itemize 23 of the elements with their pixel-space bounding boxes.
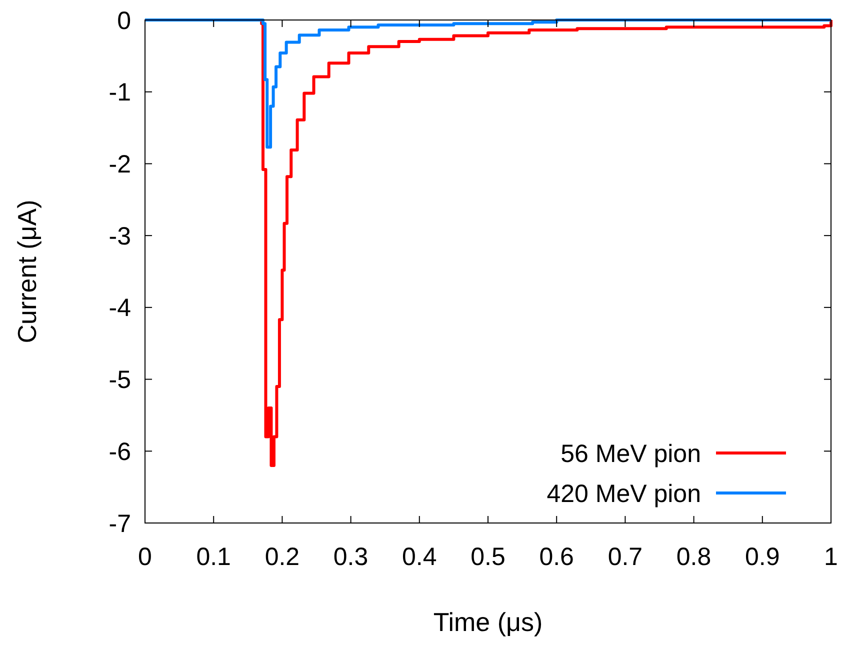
x-tick-label: 0.7 [608, 543, 643, 571]
x-axis-title: Time (μs) [433, 607, 543, 637]
y-tick-label: -7 [108, 510, 131, 538]
x-tick-label: 0.1 [196, 543, 231, 571]
x-tick-label: 1 [824, 543, 838, 571]
legend-label: 56 MeV pion [560, 440, 701, 468]
x-tick-label: 0.3 [333, 543, 368, 571]
x-tick-label: 0.5 [470, 543, 506, 571]
x-tick-label: 0.8 [676, 543, 712, 571]
y-tick-label: 0 [117, 6, 131, 35]
x-tick-label: 0.2 [264, 543, 300, 571]
y-tick-label: -1 [108, 78, 131, 107]
y-tick-label: -4 [108, 294, 132, 322]
y-axis-title: Current (μA) [12, 200, 42, 344]
y-tick-label: -6 [108, 438, 131, 466]
y-tick-label: -2 [108, 150, 131, 178]
x-tick-label: 0 [138, 543, 152, 571]
x-tick-label: 0.9 [745, 543, 780, 571]
y-tick-label: -3 [108, 222, 131, 250]
x-tick-label: 0.4 [402, 543, 437, 571]
x-tick-label: 0.6 [539, 543, 574, 571]
y-tick-label: -5 [108, 366, 131, 394]
legend-label: 420 MeV pion [546, 480, 701, 508]
